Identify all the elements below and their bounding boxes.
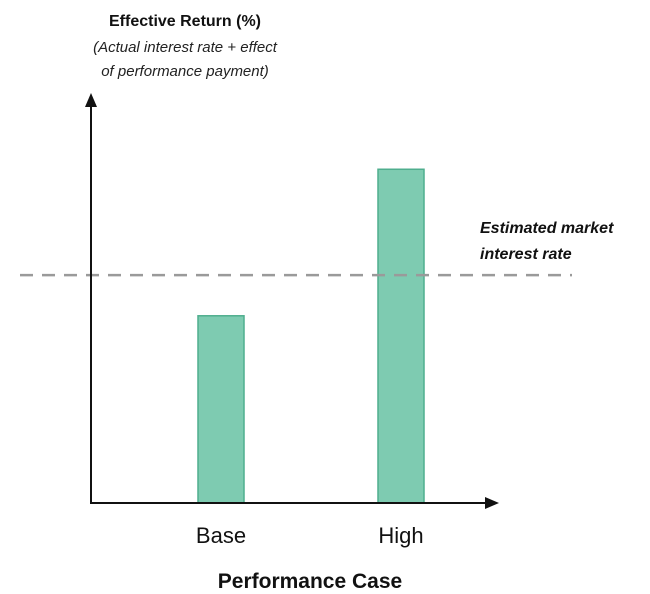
- y-axis-subtitle-line-2: of performance payment): [101, 63, 269, 80]
- tick-labels-group: Base High: [196, 523, 424, 548]
- bars-group: [197, 168, 425, 504]
- y-axis-subtitle-line-1: (Actual interest rate + effect: [93, 39, 278, 56]
- y-axis-arrowhead: [85, 93, 97, 107]
- reference-line-label-line-2: interest rate: [480, 246, 572, 263]
- x-axis-title: Performance Case: [218, 570, 402, 593]
- bar-high: [377, 168, 425, 504]
- x-axis-arrowhead: [485, 497, 499, 509]
- reference-line-label-line-1: Estimated market: [480, 220, 614, 237]
- tick-label-high: High: [378, 523, 423, 548]
- tick-label-base: Base: [196, 523, 246, 548]
- bar-base: [197, 315, 245, 504]
- y-axis-title: Effective Return (%): [109, 13, 261, 30]
